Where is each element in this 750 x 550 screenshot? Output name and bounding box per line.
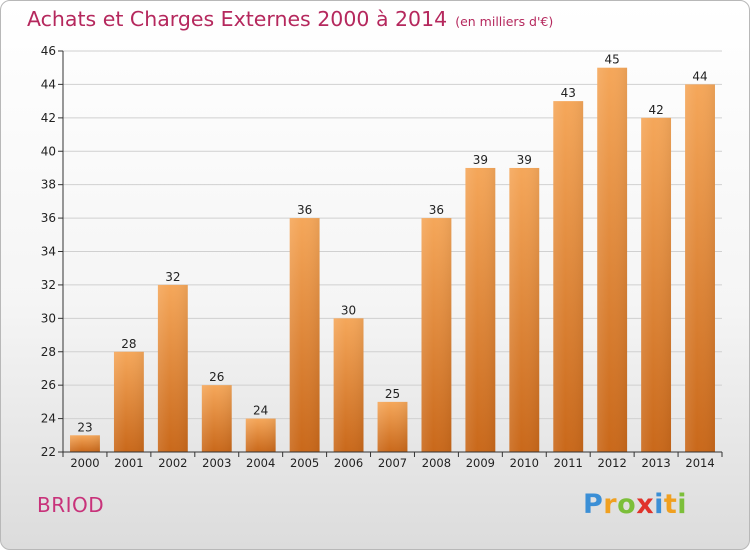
x-tick-label: 2011 bbox=[554, 456, 583, 470]
y-tick-label: 24 bbox=[41, 412, 56, 426]
y-tick-label: 38 bbox=[41, 178, 56, 192]
bar-shine bbox=[597, 67, 628, 452]
logo-letter: x bbox=[636, 489, 655, 520]
data-label: 39 bbox=[473, 153, 488, 167]
bar-shine bbox=[333, 318, 364, 452]
y-tick-label: 46 bbox=[41, 44, 56, 58]
data-label: 28 bbox=[121, 337, 136, 351]
bar-shine bbox=[465, 167, 496, 453]
logo-letter: o bbox=[617, 489, 637, 520]
x-tick-label: 2013 bbox=[641, 456, 670, 470]
data-label: 24 bbox=[253, 404, 268, 418]
chart-title-row: Achats et Charges Externes 2000 à 2014 (e… bbox=[27, 7, 553, 31]
bar-shine bbox=[553, 101, 584, 452]
y-tick-label: 40 bbox=[41, 144, 56, 158]
place-label: BRIOD bbox=[37, 493, 105, 517]
bar-shine bbox=[421, 218, 452, 452]
data-label: 39 bbox=[517, 153, 532, 167]
x-tick-label: 2010 bbox=[510, 456, 539, 470]
bar-shine bbox=[509, 167, 540, 453]
y-tick-label: 26 bbox=[41, 378, 56, 392]
data-label: 36 bbox=[429, 203, 444, 217]
data-label: 42 bbox=[648, 103, 663, 117]
x-tick-label: 2009 bbox=[466, 456, 495, 470]
chart-subtitle: (en milliers d'€) bbox=[455, 14, 554, 29]
data-label: 25 bbox=[385, 387, 400, 401]
x-tick-label: 2007 bbox=[378, 456, 407, 470]
bar-shine bbox=[641, 117, 672, 452]
bar-shine bbox=[201, 385, 232, 452]
bar-shine bbox=[289, 218, 320, 452]
y-tick-label: 30 bbox=[41, 311, 56, 325]
x-tick-label: 2012 bbox=[598, 456, 627, 470]
y-tick-label: 36 bbox=[41, 211, 56, 225]
bar-shine bbox=[70, 435, 100, 452]
x-tick-label: 2008 bbox=[422, 456, 451, 470]
data-label: 36 bbox=[297, 203, 312, 217]
chart-title: Achats et Charges Externes 2000 à 2014 bbox=[27, 7, 448, 31]
logo-letter: i bbox=[654, 489, 664, 520]
y-tick-label: 42 bbox=[41, 111, 56, 125]
logo-letter: P bbox=[583, 489, 604, 520]
bar-shine bbox=[157, 284, 188, 452]
x-tick-label: 2005 bbox=[290, 456, 319, 470]
logo-letter: r bbox=[603, 489, 618, 520]
proxiti-logo: Proxiti bbox=[583, 489, 687, 520]
x-tick-label: 2001 bbox=[114, 456, 143, 470]
logo-letter: i bbox=[677, 489, 688, 520]
y-tick-label: 34 bbox=[41, 245, 56, 259]
logo-letter: t bbox=[663, 489, 678, 520]
x-tick-label: 2014 bbox=[685, 456, 714, 470]
data-label: 44 bbox=[692, 69, 707, 83]
bars: 23 28 32 26 24 36 30 25 36 39 39 43 45 42 44 bbox=[70, 53, 715, 453]
x-tick-label: 2000 bbox=[70, 456, 99, 470]
bar-shine bbox=[245, 418, 276, 452]
y-tick-label: 44 bbox=[41, 77, 56, 91]
y-tick-label: 28 bbox=[41, 345, 56, 359]
data-label: 43 bbox=[561, 86, 576, 100]
y-tick-label: 22 bbox=[41, 445, 56, 459]
x-tick-label: 2002 bbox=[158, 456, 187, 470]
bar-shine bbox=[377, 401, 408, 452]
data-label: 26 bbox=[209, 370, 224, 384]
bar-shine bbox=[685, 84, 715, 453]
axes: 22 24 26 28 30 32 34 36 38 40 42 44 46 2000 2001 2002 20… bbox=[41, 44, 723, 470]
data-label: 30 bbox=[341, 303, 356, 317]
data-label: 45 bbox=[605, 53, 620, 67]
data-label: 23 bbox=[77, 420, 92, 434]
bar-shine bbox=[113, 351, 144, 452]
data-label: 32 bbox=[165, 270, 180, 284]
x-tick-label: 2004 bbox=[246, 456, 275, 470]
y-tick-label: 32 bbox=[41, 278, 56, 292]
x-tick-label: 2006 bbox=[334, 456, 363, 470]
x-tick-label: 2003 bbox=[202, 456, 231, 470]
